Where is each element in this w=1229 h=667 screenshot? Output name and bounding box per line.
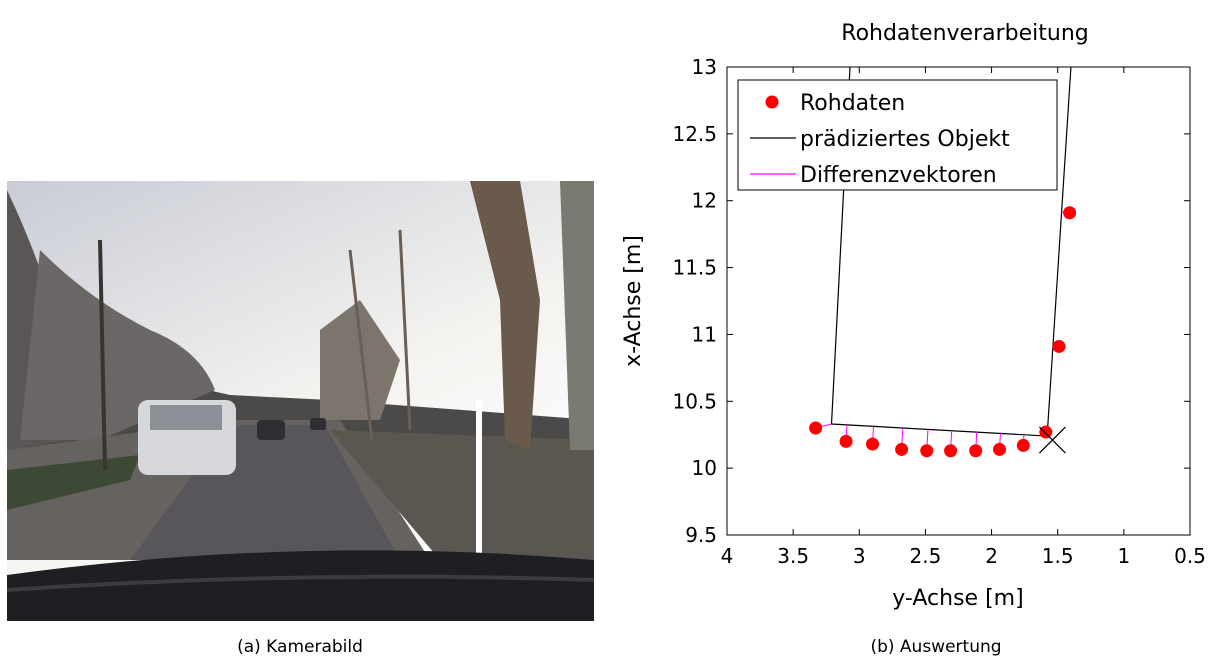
raw-point (993, 443, 1006, 456)
raw-point (809, 422, 822, 435)
chart-title: Rohdatenverarbeitung (841, 21, 1088, 46)
caption: (b) Auswertung (870, 637, 1001, 657)
x-tick-label: 1 (1117, 544, 1130, 568)
x-tick-label: 1.5 (1042, 544, 1074, 568)
y-tick-label: 13 (692, 55, 717, 79)
y-tick-label: 9.5 (685, 523, 717, 547)
legend-marker (766, 96, 779, 109)
x-tick-label: 0.5 (1174, 544, 1206, 568)
y-tick-label: 11 (692, 322, 717, 346)
raw-point (840, 435, 853, 448)
x-tick-label: 3.5 (777, 544, 809, 568)
y-tick-label: 12.5 (672, 122, 717, 146)
raw-point (1039, 426, 1052, 439)
x-tick-label: 2 (985, 544, 998, 568)
raw-point (944, 444, 957, 457)
legend-label: Differenzvektoren (800, 163, 997, 188)
raw-point (1017, 439, 1030, 452)
raw-point (969, 444, 982, 457)
raw-point (895, 443, 908, 456)
raw-point (920, 444, 933, 457)
camera-image (7, 181, 594, 621)
x-axis-label: y-Achse [m] (892, 586, 1023, 611)
raw-point (1053, 340, 1066, 353)
x-tick-label: 4 (721, 544, 734, 568)
legend-label: Rohdaten (800, 91, 905, 116)
legend-label: prädiziertes Objekt (800, 127, 1010, 152)
y-axis-label: x-Achse [m] (621, 235, 646, 367)
x-tick-label: 2.5 (910, 544, 942, 568)
raw-point (866, 438, 879, 451)
y-tick-label: 10 (692, 456, 717, 480)
y-tick-label: 11.5 (672, 256, 717, 280)
caption: (a) Kamerabild (237, 637, 363, 657)
y-tick-label: 12 (692, 189, 717, 213)
raw-point (1063, 206, 1076, 219)
y-tick-label: 10.5 (672, 389, 717, 413)
x-tick-label: 3 (853, 544, 866, 568)
